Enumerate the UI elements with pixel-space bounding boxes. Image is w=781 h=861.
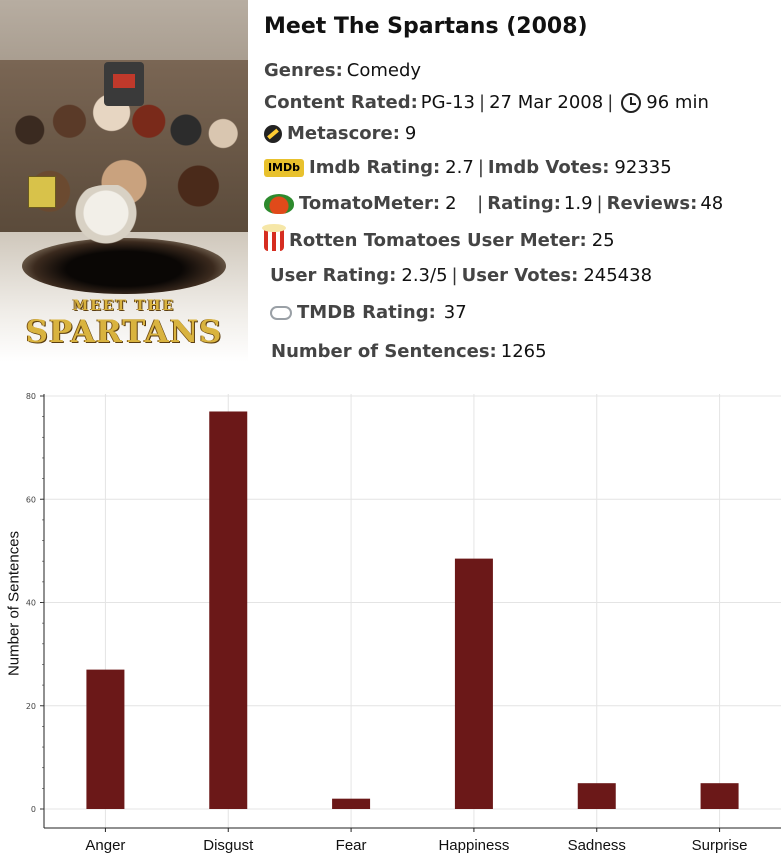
movie-title: Meet The Spartans (2008): [264, 14, 588, 39]
metascore-value: 9: [404, 123, 417, 144]
x-tick-label: Disgust: [203, 837, 254, 854]
imdb-votes-value: 92335: [614, 157, 672, 178]
bar-anger: [86, 669, 125, 809]
content-rated-value: PG-13: [420, 92, 475, 113]
y-tick-label: 60: [26, 495, 36, 504]
rt-user-meter-row: Rotten Tomatoes User Meter: 25: [262, 224, 615, 251]
imdb-votes-label: Imdb Votes:: [487, 157, 610, 178]
user-rating-row: User Rating: 2.3/5 | User Votes: 245438: [270, 265, 652, 286]
release-date: 27 Mar 2008: [489, 92, 604, 113]
separator: |: [477, 157, 484, 178]
sentences-label: Number of Sentences:: [271, 341, 497, 362]
runtime: 96 min: [646, 92, 709, 113]
tomatometer-value: 2: [445, 193, 457, 214]
user-rating-value: 2.3/5: [401, 265, 448, 286]
popcorn-icon: [262, 224, 286, 251]
y-tick-label: 80: [26, 392, 36, 401]
genres-value: Comedy: [346, 60, 422, 81]
user-rating-label: User Rating:: [270, 265, 397, 286]
poster-sign: [28, 176, 56, 208]
user-votes-value: 245438: [583, 265, 653, 286]
content-rated-row: Content Rated: PG-13 | 27 Mar 2008 | 96 …: [264, 92, 709, 113]
x-tick-label: Sadness: [568, 837, 626, 854]
tmdb-rating-value: 37: [443, 302, 467, 323]
x-tick-label: Anger: [85, 837, 125, 854]
tmdb-rating-label: TMDB Rating:: [297, 302, 436, 323]
imdb-row: IMDb Imdb Rating: 2.7 | Imdb Votes: 9233…: [264, 157, 672, 178]
separator: |: [479, 92, 486, 113]
reviews-label: Reviews:: [606, 193, 698, 214]
rt-user-meter-value: 25: [591, 229, 615, 251]
y-tick-label: 40: [26, 599, 36, 608]
sentences-value: 1265: [500, 341, 547, 362]
bar-surprise: [700, 783, 739, 809]
chart-y-axis-label: Number of Sentences: [5, 530, 23, 677]
bar-fear: [332, 798, 371, 809]
poster-logo-line1: MEET THE: [72, 298, 176, 314]
tomatometer-label: TomatoMeter:: [299, 193, 441, 214]
metascore-label: Metascore:: [287, 123, 400, 144]
reviews-value: 48: [700, 193, 724, 214]
metascore-row: Metascore: 9: [264, 123, 416, 144]
bar-happiness: [454, 558, 493, 809]
tomatometer-row: TomatoMeter: 2 | Rating: 1.9 | Reviews: …: [264, 193, 723, 214]
bar-disgust: [209, 411, 248, 809]
rt-rating-value: 1.9: [563, 193, 593, 214]
separator: |: [596, 193, 603, 214]
content-rated-label: Content Rated:: [264, 92, 418, 113]
tmdb-row: TMDB Rating: 37: [270, 302, 467, 323]
genres-row: Genres: Comedy: [264, 60, 421, 81]
bar-sadness: [577, 783, 616, 809]
separator: |: [607, 92, 614, 113]
imdb-rating-label: Imdb Rating:: [309, 157, 441, 178]
genres-label: Genres:: [264, 60, 343, 81]
imdb-icon: IMDb: [264, 158, 304, 177]
sentences-row: Number of Sentences: 1265: [271, 341, 547, 362]
x-tick-label: Fear: [336, 837, 367, 854]
separator: |: [451, 265, 458, 286]
rt-rating-label: Rating:: [487, 193, 561, 214]
tmdb-icon: [270, 305, 292, 320]
imdb-rating-value: 2.7: [445, 157, 474, 178]
tomato-icon: [264, 193, 294, 214]
movie-poster: MEET THE SPARTANS: [0, 0, 248, 362]
y-tick-label: 0: [31, 805, 36, 814]
user-votes-label: User Votes:: [461, 265, 579, 286]
x-tick-label: Surprise: [692, 837, 748, 854]
rt-user-meter-label: Rotten Tomatoes User Meter:: [289, 229, 587, 251]
poster-fighters: [70, 185, 160, 255]
y-tick-label: 20: [26, 702, 36, 711]
poster-robot: [104, 62, 144, 106]
metacritic-icon: [264, 124, 282, 143]
clock-icon: [621, 92, 642, 113]
poster-logo-line2: SPARTANS: [25, 314, 223, 350]
x-tick-label: Happiness: [438, 837, 509, 854]
separator: |: [477, 193, 484, 214]
